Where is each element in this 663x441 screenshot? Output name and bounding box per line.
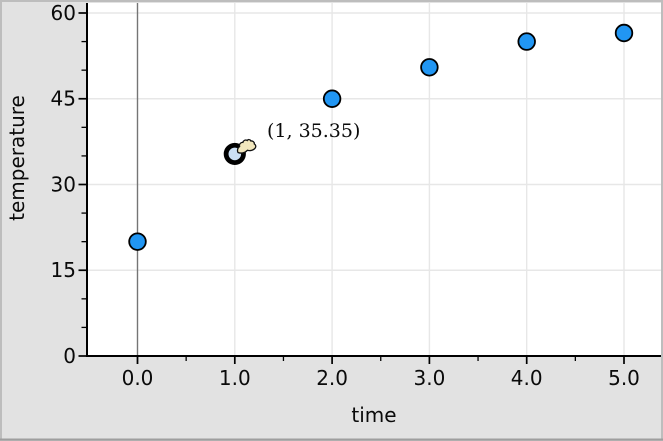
y-tick-label: 45: [51, 87, 76, 111]
grab-hand-shape: [236, 138, 257, 154]
x-tick-labels: 0.0 1.0 2.0 3.0 4.0 5.0: [122, 366, 640, 390]
grab-cursor-icon: [236, 138, 257, 154]
x-tick-label: 5.0: [608, 366, 640, 390]
x-axis-title: time: [351, 403, 396, 427]
axes: [86, 3, 663, 357]
y-axis-title: temperature: [5, 95, 29, 221]
gridlines: [86, 3, 662, 356]
data-point[interactable]: [614, 23, 634, 43]
axis-ticks: [78, 12, 625, 364]
data-point[interactable]: [517, 32, 536, 51]
x-tick-label: 2.0: [316, 366, 348, 390]
y-tick-labels: 0 15 30 45 60: [51, 1, 76, 368]
y-tick-label: 60: [51, 1, 76, 25]
x-tick-label: 0.0: [122, 366, 154, 390]
data-point[interactable]: [420, 58, 439, 77]
y-tick-label: 0: [63, 344, 76, 368]
data-point[interactable]: [128, 232, 147, 251]
x-tick-label: 4.0: [511, 366, 543, 390]
y-tick-label: 30: [51, 172, 76, 196]
y-tick-label: 15: [51, 258, 76, 282]
data-point[interactable]: [322, 89, 342, 108]
x-tick-label: 3.0: [413, 366, 445, 390]
selected-point-label: (1, 35.35): [267, 120, 360, 142]
plot-area[interactable]: [86, 3, 661, 356]
x-tick-label: 1.0: [219, 366, 251, 390]
